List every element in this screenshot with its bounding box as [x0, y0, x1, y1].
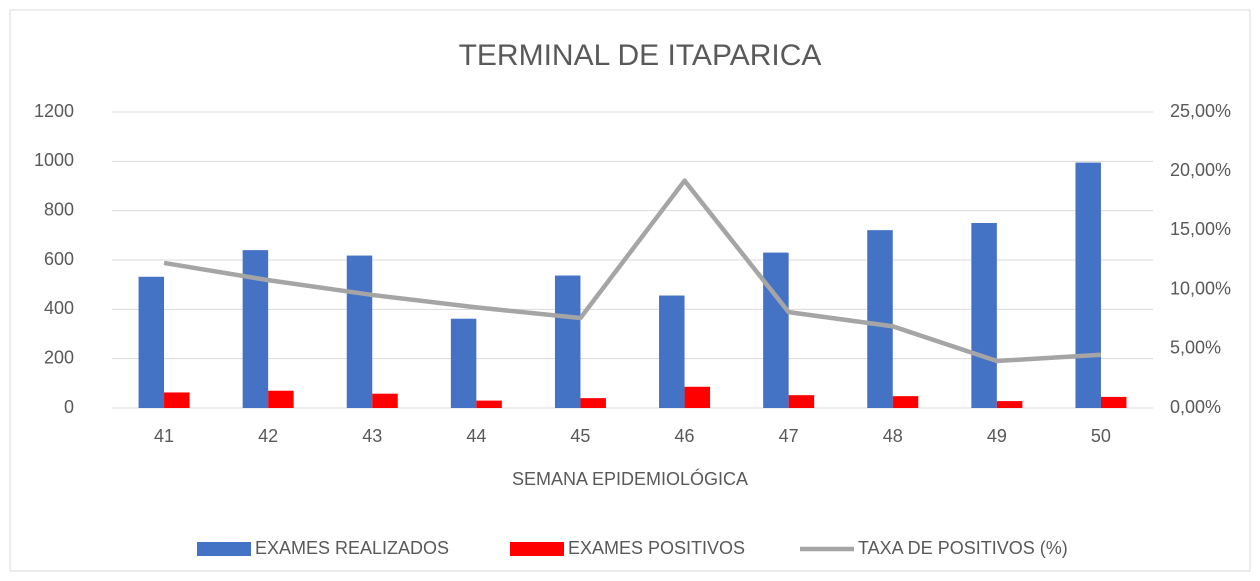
bar: [138, 276, 165, 408]
chart-border: [9, 9, 1251, 572]
y2-tick-label: 20,00%: [1170, 160, 1231, 180]
x-tick-label: 47: [779, 426, 799, 446]
y2-tick-label: 0,00%: [1170, 397, 1221, 417]
y-tick-label: 600: [44, 249, 74, 269]
bar: [1075, 162, 1101, 408]
chart-title: TERMINAL DE ITAPARICA: [459, 39, 822, 72]
x-axis-label: SEMANA EPIDEMIOLÓGICA: [512, 468, 748, 489]
legend-label: TAXA DE POSITIVOS (%): [858, 538, 1068, 558]
bar: [242, 250, 269, 408]
y2-tick-label: 25,00%: [1170, 101, 1231, 121]
y-tick-label: 400: [44, 298, 74, 318]
y2-tick-label: 10,00%: [1170, 278, 1231, 298]
x-tick-label: 50: [1091, 426, 1111, 446]
y-tick-label: 1200: [34, 101, 74, 121]
bar: [554, 275, 581, 408]
bar: [164, 392, 190, 408]
legend-label: EXAMES POSITIVOS: [568, 538, 745, 558]
legend-swatch: [197, 542, 251, 556]
bar: [867, 230, 893, 408]
y-tick-label: 800: [44, 199, 74, 219]
bar: [788, 395, 815, 408]
bar: [1100, 396, 1127, 408]
y-tick-label: 1000: [34, 150, 74, 170]
bar: [659, 295, 685, 408]
bar: [372, 393, 398, 408]
bar: [346, 255, 373, 408]
legend-swatch: [510, 542, 564, 556]
legend-label: EXAMES REALIZADOS: [255, 538, 449, 558]
y2-tick-label: 15,00%: [1170, 219, 1231, 239]
bar: [450, 318, 477, 408]
bar: [684, 386, 711, 408]
line-series: [163, 178, 1102, 364]
bar: [971, 223, 997, 408]
bar: [763, 252, 789, 408]
bar: [476, 400, 502, 408]
y-tick-label: 200: [44, 347, 74, 367]
x-tick-label: 43: [362, 426, 382, 446]
x-tick-label: 48: [883, 426, 903, 446]
y2-tick-label: 5,00%: [1170, 338, 1221, 358]
x-tick-label: 44: [466, 426, 486, 446]
bar: [892, 396, 919, 408]
bar: [996, 401, 1023, 408]
bar: [268, 390, 294, 408]
x-tick-label: 49: [987, 426, 1007, 446]
x-tick-label: 46: [675, 426, 695, 446]
x-tick-label: 41: [154, 426, 174, 446]
x-tick-label: 45: [570, 426, 590, 446]
bar: [580, 398, 606, 408]
x-tick-label: 42: [258, 426, 278, 446]
y-tick-label: 0: [64, 397, 74, 417]
